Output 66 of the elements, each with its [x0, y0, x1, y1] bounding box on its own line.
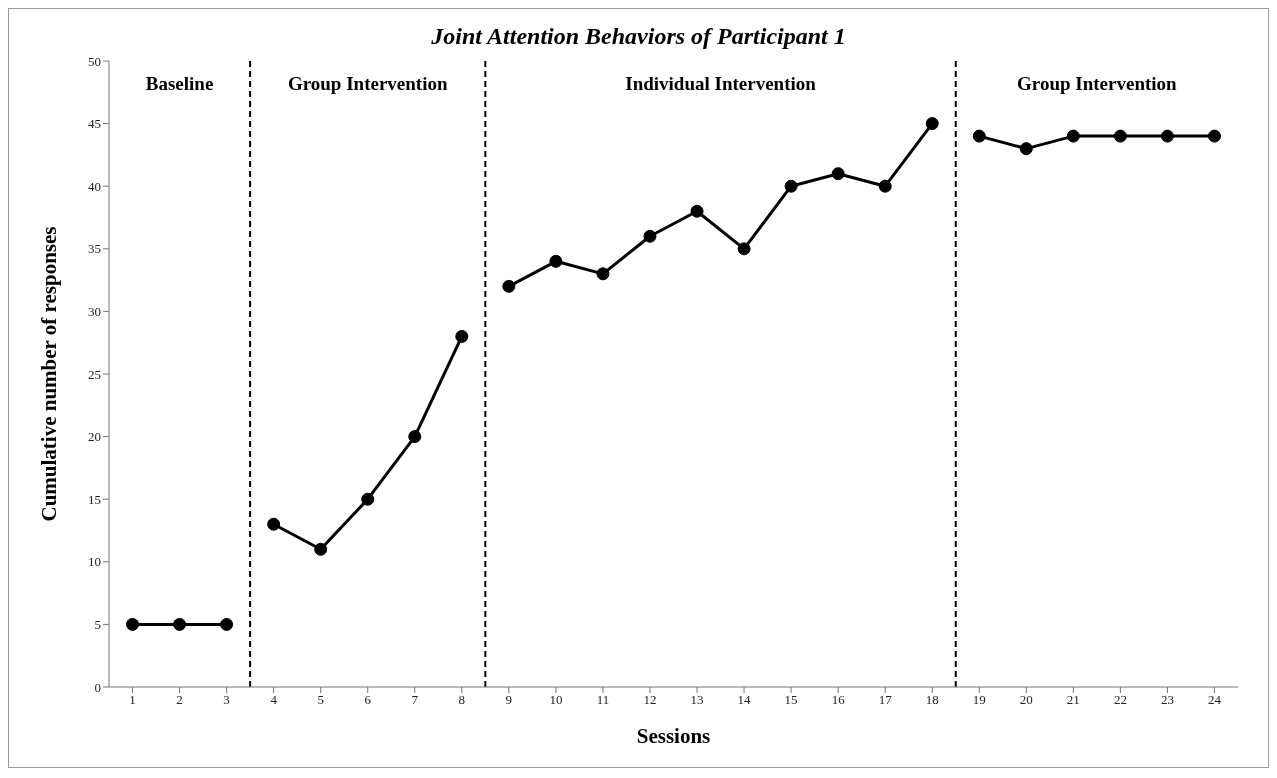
- chart-title: Joint Attention Behaviors of Participant 1: [430, 23, 847, 50]
- point: [831, 167, 845, 181]
- x-tick-label: 22: [1113, 692, 1127, 708]
- y-tick-label: 50: [88, 53, 101, 69]
- point: [1160, 129, 1174, 143]
- y-tick-label: 30: [88, 304, 101, 320]
- point: [1019, 142, 1033, 156]
- x-tick-label: 3: [223, 692, 230, 708]
- x-tick-label: 21: [1066, 692, 1080, 708]
- point: [596, 267, 610, 281]
- x-tick-label: 20: [1019, 692, 1033, 708]
- y-tick-label: 45: [88, 116, 101, 132]
- point: [1066, 129, 1080, 143]
- y-tick-label: 15: [88, 491, 101, 507]
- point: [1113, 129, 1127, 143]
- x-tick-label: 24: [1207, 692, 1222, 708]
- x-tick-label: 19: [972, 692, 986, 708]
- x-tick-label: 11: [596, 692, 610, 708]
- x-tick-label: 17: [878, 692, 893, 708]
- x-tick-label: 5: [317, 692, 324, 708]
- x-tick-label: 8: [458, 692, 466, 708]
- point: [267, 517, 281, 531]
- y-axis-title: Cumulative number of responses: [37, 226, 62, 522]
- point: [502, 279, 516, 293]
- x-tick-label: 9: [505, 692, 513, 708]
- x-tick-label: 10: [549, 692, 563, 708]
- point: [878, 179, 892, 193]
- y-tick-label: 35: [88, 241, 101, 257]
- x-tick-label: 15: [784, 692, 798, 708]
- y-tick-label: 5: [94, 617, 101, 633]
- y-tick-label: 25: [88, 366, 101, 382]
- y-tick-label: 40: [88, 178, 101, 194]
- x-tick-label: 14: [737, 692, 752, 708]
- x-tick-label: 16: [831, 692, 846, 708]
- x-tick-label: 23: [1160, 692, 1174, 708]
- point: [408, 430, 422, 444]
- x-tick-label: 4: [270, 692, 278, 708]
- point: [1207, 129, 1221, 143]
- x-axis-title: Sessions: [636, 724, 711, 748]
- point: [737, 242, 751, 256]
- y-tick-label: 0: [94, 679, 101, 695]
- annotation: Group Intervention: [1017, 73, 1178, 95]
- point: [455, 329, 469, 343]
- point: [972, 129, 986, 143]
- x-tick-label: 12: [643, 692, 657, 708]
- point: [173, 617, 187, 631]
- point: [690, 204, 704, 218]
- annotation: Individual Intervention: [625, 73, 817, 95]
- point: [126, 617, 140, 631]
- x-tick-label: 1: [129, 692, 136, 708]
- point: [314, 542, 328, 556]
- annotation: Group Intervention: [287, 73, 448, 95]
- x-tick-label: 6: [364, 692, 372, 708]
- annotation: Baseline: [145, 73, 214, 95]
- x-tick-label: 7: [411, 692, 419, 708]
- point: [220, 617, 234, 631]
- y-tick-label: 10: [88, 554, 101, 570]
- point: [784, 179, 798, 193]
- x-tick-label: 18: [925, 692, 939, 708]
- point: [549, 254, 563, 268]
- point: [643, 229, 657, 243]
- x-tick-label: 2: [176, 692, 183, 708]
- point: [361, 492, 375, 506]
- y-tick-label: 20: [88, 429, 101, 445]
- x-tick-label: 13: [690, 692, 704, 708]
- point: [925, 117, 939, 131]
